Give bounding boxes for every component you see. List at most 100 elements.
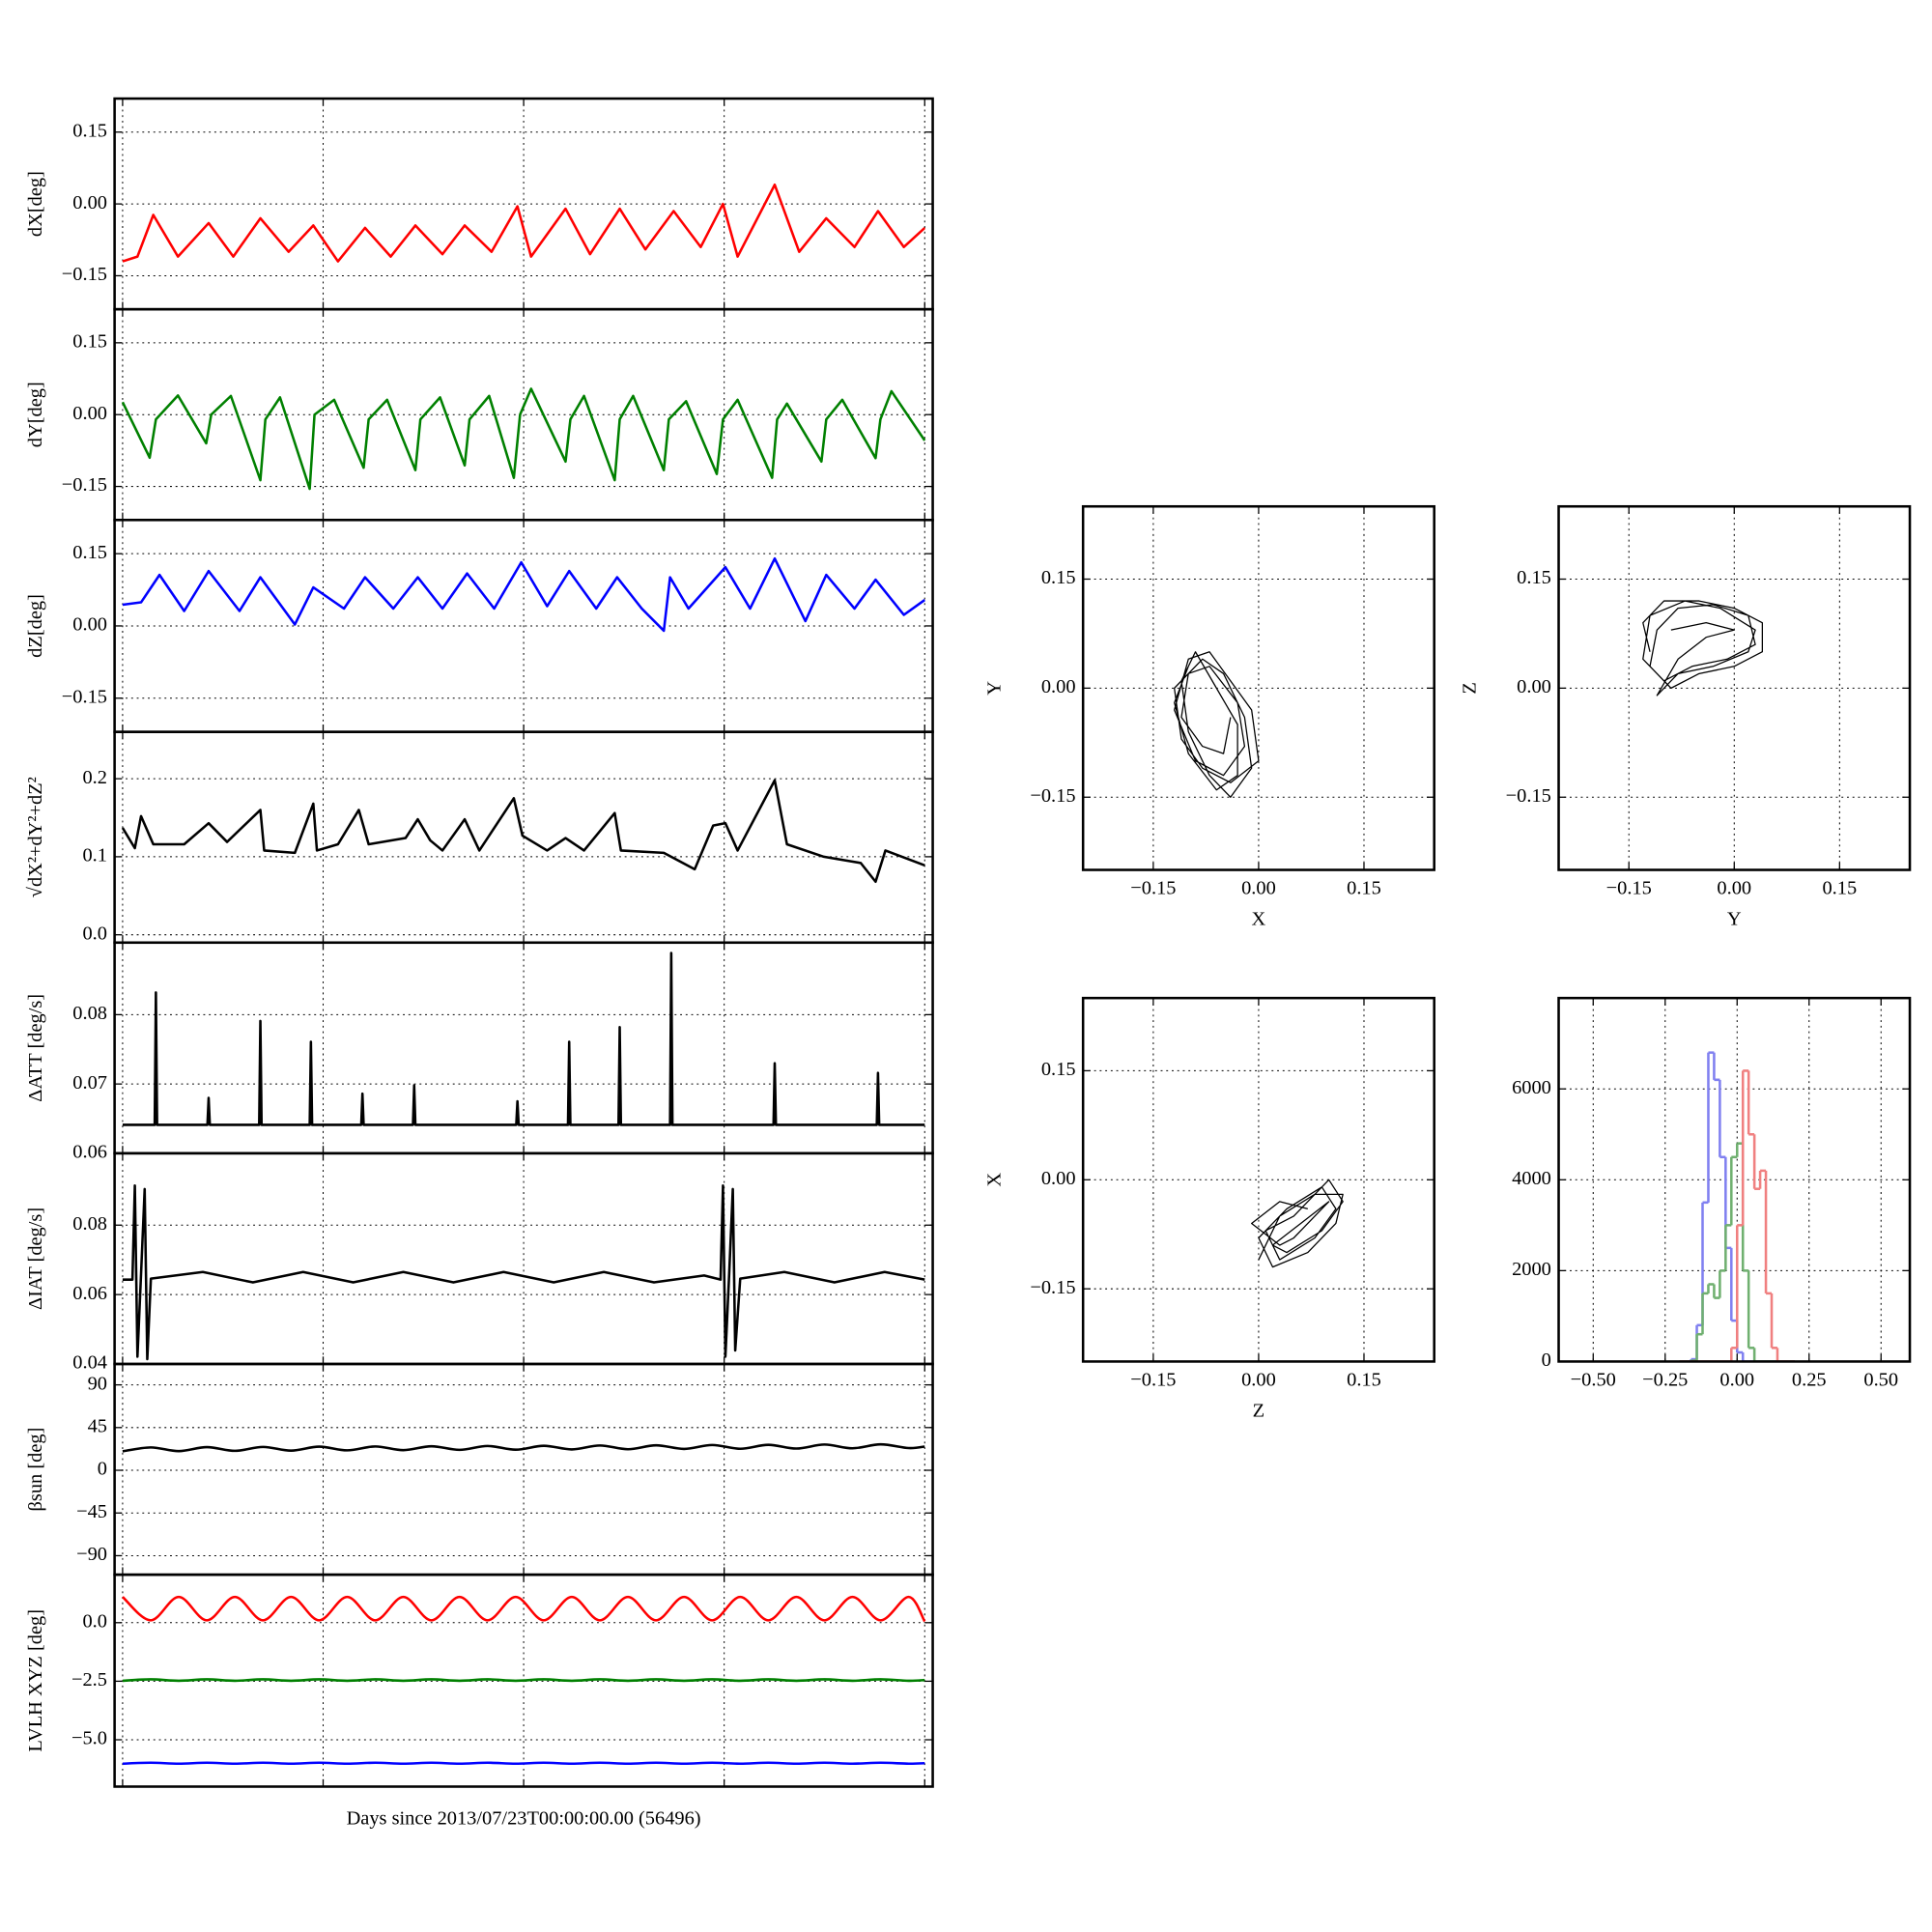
plot-area (122, 556, 926, 633)
plot-area (121, 779, 925, 884)
data-line (122, 1595, 926, 1623)
y-axis-label: dZ[deg] (25, 594, 46, 658)
plot-area (122, 1442, 925, 1453)
data-line (1174, 651, 1260, 798)
panel: −0.15 0.00 0.15 −0.15 0.00 0.15 Z Y (1460, 504, 1912, 929)
data-line (1251, 1179, 1344, 1268)
y-axis-label: LVLH XYZ [deg] (25, 1609, 46, 1752)
plot-area (1642, 600, 1763, 696)
plot-area (122, 952, 925, 1126)
x-tick-label: 0.00 (1719, 1370, 1754, 1391)
y-tick-label: 0.08 (72, 1003, 107, 1024)
y-tick-label: 4000 (1512, 1168, 1551, 1189)
y-tick-label: −0.15 (62, 474, 107, 496)
y-tick-label: 6000 (1512, 1077, 1551, 1098)
plot-area (122, 1595, 926, 1766)
y-tick-label: 0 (1542, 1350, 1551, 1371)
axes-frame (113, 1573, 934, 1788)
y-tick-label: −0.15 (62, 264, 107, 285)
plot-area (121, 387, 926, 491)
y-axis-label: Y (983, 681, 1005, 696)
y-tick-label: 0.0 (82, 923, 106, 944)
panel: −0.15 0.00 0.15 −0.15 0.00 0.15 Y X (983, 504, 1435, 929)
panel: −0.15 0.00 0.15 −0.15 0.00 0.15 X Z (983, 996, 1435, 1421)
y-tick-label: 0.08 (72, 1213, 107, 1235)
y-tick-label: 0.15 (1041, 567, 1076, 588)
data-line (122, 556, 926, 633)
y-tick-label: −2.5 (71, 1669, 107, 1690)
plot-area (122, 183, 926, 263)
y-tick-label: −0.15 (1030, 785, 1075, 807)
panel: 0.04 0.06 0.08 ΔIAT [deg/s] (25, 1151, 934, 1374)
y-tick-label: 0.00 (1041, 676, 1076, 697)
y-tick-label: 0.00 (1517, 676, 1551, 697)
y-tick-label: 0.04 (72, 1352, 107, 1374)
x-tick-label: −0.25 (1642, 1370, 1688, 1391)
y-tick-label: −0.15 (1030, 1277, 1075, 1298)
y-tick-label: −0.15 (1506, 785, 1551, 807)
y-tick-label: 0.00 (72, 403, 107, 424)
y-tick-label: −45 (76, 1501, 107, 1522)
data-line (121, 387, 926, 491)
data-line (121, 779, 925, 884)
y-axis-label: Z (1460, 682, 1481, 694)
plot-area (1251, 1179, 1344, 1268)
y-tick-label: −90 (76, 1544, 107, 1565)
y-tick-label: 0.00 (1041, 1168, 1076, 1189)
y-axis-label: ΔIAT [deg/s] (25, 1208, 46, 1310)
plot-area (1174, 651, 1260, 798)
x-tick-label: 0.25 (1792, 1370, 1827, 1391)
data-line (122, 952, 925, 1126)
x-tick-label: −0.50 (1571, 1370, 1616, 1391)
axes-frame (1557, 996, 1912, 1363)
y-tick-label: −5.0 (71, 1728, 107, 1749)
x-tick-label: −0.15 (1130, 1370, 1176, 1391)
plot-area (122, 1184, 925, 1361)
y-axis-label: βsun [deg] (25, 1428, 46, 1512)
x-tick-label: −0.15 (1130, 878, 1176, 899)
y-tick-label: 0 (98, 1459, 107, 1480)
y-tick-label: 2000 (1512, 1259, 1551, 1280)
x-tick-label: 0.00 (1717, 878, 1751, 899)
y-tick-label: 0.00 (72, 614, 107, 636)
y-tick-label: 0.0 (82, 1610, 106, 1632)
panel: −5.0 −2.5 0.0 LVLH XYZ [deg] Days since 2013… (25, 1573, 934, 1830)
y-tick-label: 0.15 (72, 331, 107, 353)
data-line (122, 1761, 925, 1766)
x-tick-label: 0.15 (1822, 878, 1857, 899)
y-axis-label: X (983, 1173, 1005, 1187)
y-axis-label: dY[deg] (25, 382, 46, 447)
y-tick-label: 0.15 (1041, 1059, 1076, 1080)
y-tick-label: 0.00 (72, 192, 107, 213)
data-line (122, 1184, 925, 1361)
data-line (122, 1442, 925, 1453)
y-axis-label: dX[deg] (25, 171, 46, 237)
x-axis-label: Days since 2013/07/23T00:00:00.00 (56496… (347, 1808, 701, 1830)
data-line (122, 183, 926, 263)
x-tick-label: 0.00 (1241, 1370, 1276, 1391)
x-axis-label: Y (1727, 908, 1742, 929)
y-tick-label: 0.06 (72, 1142, 107, 1163)
x-tick-label: 0.15 (1347, 1370, 1381, 1391)
y-tick-label: 0.15 (1517, 567, 1551, 588)
y-tick-label: −0.15 (62, 686, 107, 707)
y-tick-label: 90 (88, 1373, 107, 1394)
y-tick-label: 0.1 (82, 845, 106, 867)
y-tick-label: 45 (88, 1416, 107, 1437)
x-tick-label: −0.15 (1606, 878, 1652, 899)
y-axis-label: √dX²+dY²+dZ² (25, 777, 46, 897)
axes-frame (1557, 504, 1912, 871)
y-tick-label: 0.15 (72, 120, 107, 141)
axes-frame (1081, 996, 1435, 1363)
y-tick-label: 0.06 (72, 1283, 107, 1304)
y-tick-label: 0.2 (82, 767, 106, 788)
x-tick-label: 0.50 (1863, 1370, 1898, 1391)
y-tick-label: 0.07 (72, 1072, 107, 1094)
panel: 0.0 0.1 0.2 √dX²+dY²+dZ² (25, 730, 934, 944)
data-line (1642, 600, 1763, 696)
panel: −0.15 0.00 0.15 dZ[deg] (25, 518, 934, 733)
panel: −0.15 0.00 0.15 dX[deg] (25, 97, 934, 311)
data-line (122, 1678, 925, 1683)
x-tick-label: 0.00 (1241, 878, 1276, 899)
